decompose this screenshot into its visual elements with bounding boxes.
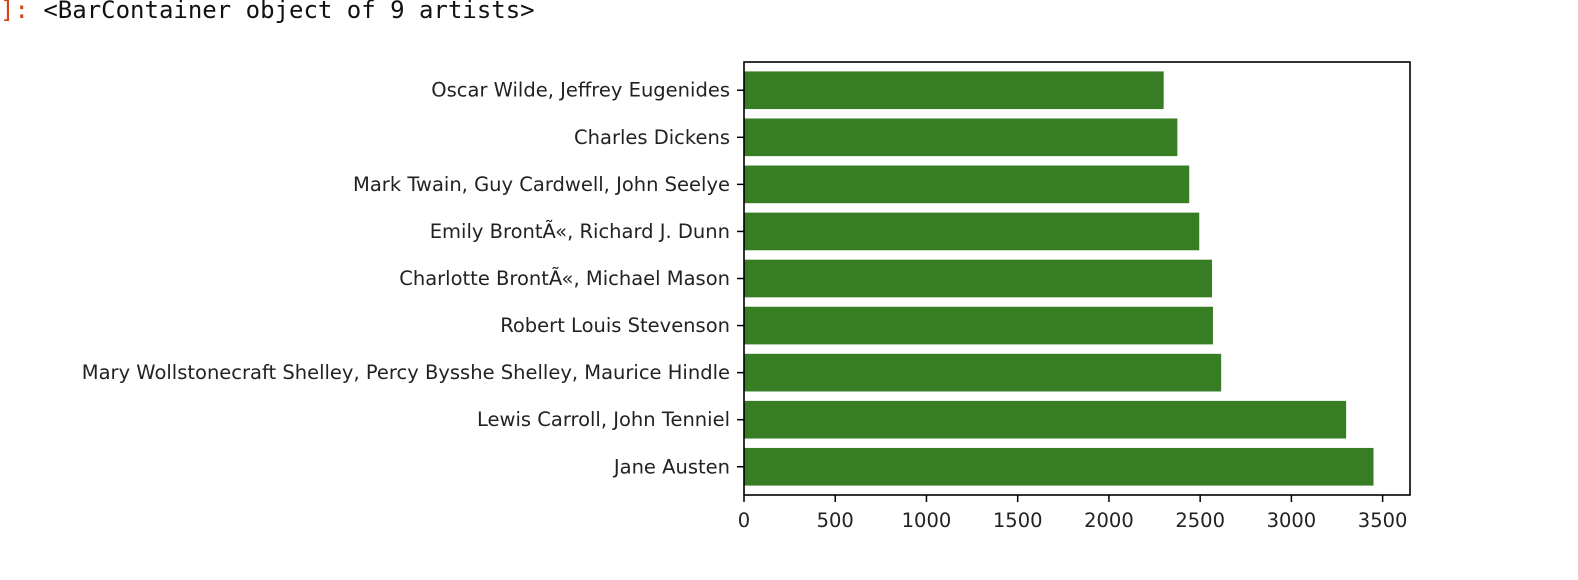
y-tick-label: Mary Wollstonecraft Shelley, Percy Byssh… xyxy=(82,361,730,384)
x-tick-label: 0 xyxy=(738,509,750,532)
y-tick-label: Lewis Carroll, John Tenniel xyxy=(477,408,730,431)
output-prompt-marker: ]: xyxy=(0,0,29,24)
bars-group xyxy=(744,71,1374,486)
bar xyxy=(744,118,1178,157)
x-tick-label: 1500 xyxy=(993,509,1043,532)
plot-frame xyxy=(743,61,1411,496)
y-tick-label: Mark Twain, Guy Cardwell, John Seelye xyxy=(353,173,730,196)
y-tick-label: Charles Dickens xyxy=(574,126,730,149)
x-tick-label: 2500 xyxy=(1175,509,1225,532)
x-tick-label: 1000 xyxy=(902,509,952,532)
bar xyxy=(744,71,1164,110)
bar xyxy=(744,165,1190,204)
bar xyxy=(744,447,1374,486)
x-tick-label: 3500 xyxy=(1358,509,1408,532)
x-tick-label: 500 xyxy=(817,509,854,532)
bar xyxy=(744,306,1213,345)
bar xyxy=(744,259,1213,298)
y-tick-label: Charlotte BrontÃ«, Michael Mason xyxy=(399,267,730,290)
output-prompt: ]: <BarContainer object of 9 artists> xyxy=(0,0,535,24)
x-tick-label: 2000 xyxy=(1084,509,1134,532)
y-tick-label: Oscar Wilde, Jeffrey Eugenides xyxy=(431,79,730,102)
x-ticks: 0 500 1000 1500 2000 2500 3000 3500 xyxy=(738,495,1408,532)
y-tick-label: Emily BrontÃ«, Richard J. Dunn xyxy=(430,220,730,243)
y-tick-label: Jane Austen xyxy=(612,455,730,478)
bar xyxy=(744,212,1200,251)
bar xyxy=(744,353,1222,392)
x-tick-label: 3000 xyxy=(1267,509,1317,532)
y-tick-labels: Jane Austen Lewis Carroll, John Tenniel Ma… xyxy=(82,79,744,478)
output-text: <BarContainer object of 9 artists> xyxy=(43,0,535,24)
bar xyxy=(744,400,1347,439)
y-tick-label: Robert Louis Stevenson xyxy=(500,314,730,337)
